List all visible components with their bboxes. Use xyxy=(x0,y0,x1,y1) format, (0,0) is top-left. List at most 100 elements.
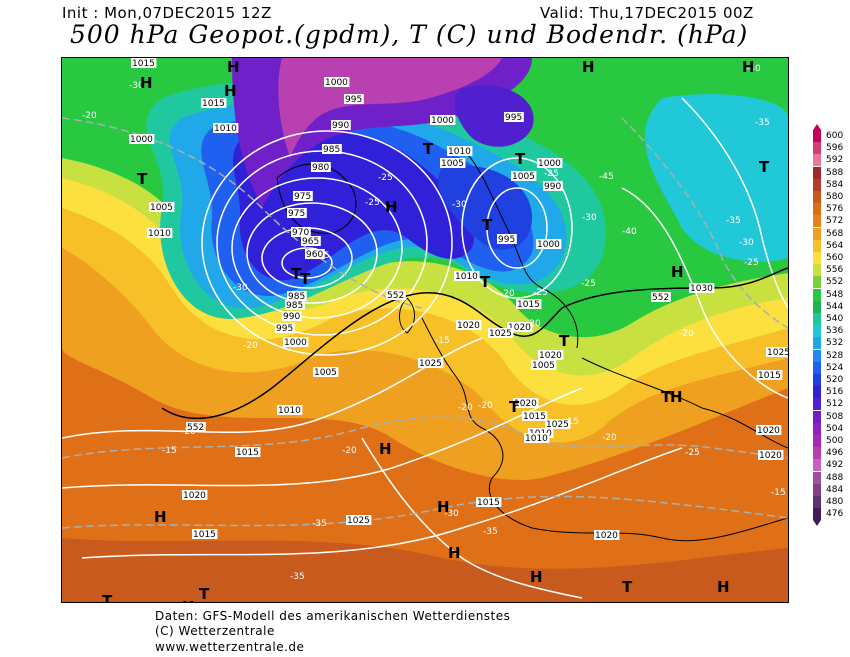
pressure-label: 1020 xyxy=(514,399,537,409)
pressure-label-box xyxy=(192,529,218,539)
legend-label: 488 xyxy=(826,472,844,483)
pressure-label: 985 xyxy=(286,301,303,311)
legend-swatch xyxy=(813,203,821,216)
legend-row: 548 xyxy=(810,288,850,301)
legend-label: 484 xyxy=(826,484,844,495)
legend-swatch xyxy=(813,374,821,386)
pressure-label-box xyxy=(275,323,295,333)
pressure-label: 1025 xyxy=(546,420,569,430)
temperature-label: -15 xyxy=(435,336,450,346)
pressure-label: 1015 xyxy=(523,412,546,422)
pressure-label-box xyxy=(488,328,514,338)
legend-swatch xyxy=(813,166,821,179)
isoline-552-label: 552 xyxy=(652,293,669,303)
legend-swatch xyxy=(813,264,821,277)
low-pressure-marker: T xyxy=(622,578,633,596)
temperature-label: -25 xyxy=(685,448,700,458)
legend-swatch xyxy=(813,410,821,423)
pressure-label: 975 xyxy=(294,192,311,202)
pressure-label: 1025 xyxy=(767,348,788,358)
pressure-label-box xyxy=(545,419,571,429)
temperature-label: -35 xyxy=(755,118,770,128)
pressure-label-box xyxy=(511,171,537,181)
high-pressure-marker: H xyxy=(379,440,392,458)
temperature-label: -20 xyxy=(500,289,515,299)
pressure-label: 980 xyxy=(312,163,329,173)
pressure-label: 1015 xyxy=(236,448,259,458)
low-pressure-marker: T xyxy=(515,150,526,168)
legend-label: 588 xyxy=(826,167,844,178)
pressure-label: 1010 xyxy=(278,406,301,416)
low-pressure-marker: T xyxy=(102,592,113,602)
pressure-label-box xyxy=(504,112,524,122)
pressure-label: 990 xyxy=(332,121,349,131)
temperature-label: -20 xyxy=(602,433,617,443)
pressure-label: 1000 xyxy=(130,135,153,145)
pressure-label: 985 xyxy=(323,145,340,155)
temperature-label: -25 xyxy=(581,279,596,289)
legend-swatch xyxy=(813,276,821,289)
legend-row: 588 xyxy=(810,166,850,179)
legend-row: 552 xyxy=(810,276,850,289)
pressure-label-box xyxy=(538,350,564,360)
low-pressure-marker: T xyxy=(300,270,311,288)
pressure-label: 995 xyxy=(505,113,522,123)
legend-swatch xyxy=(813,398,821,411)
pressure-label: 1000 xyxy=(538,159,561,169)
legend-swatch xyxy=(813,154,821,167)
footer-website[interactable]: www.wetterzentrale.de xyxy=(155,640,305,654)
legend-row: 512 xyxy=(810,398,850,411)
map-title: 500 hPa Geopot.(gpdm), T (C) und Bodendr… xyxy=(70,20,749,49)
pressure-label: 1005 xyxy=(512,172,535,182)
pressure-label-box xyxy=(283,337,309,347)
pressure-label: 965 xyxy=(302,237,319,247)
legend-row: 564 xyxy=(810,239,850,252)
band-512-b xyxy=(454,85,534,147)
legend-row: 476 xyxy=(810,508,850,521)
legend-swatch xyxy=(813,337,821,350)
legend-label: 596 xyxy=(826,143,844,154)
legend-swatch xyxy=(813,349,821,362)
legend-row: 528 xyxy=(810,349,850,362)
pressure-label: 995 xyxy=(498,235,515,245)
legend-label: 568 xyxy=(826,228,844,239)
pressure-label: 1000 xyxy=(537,240,560,250)
legend-row: 504 xyxy=(810,422,850,435)
temperature-label: -25 xyxy=(378,173,393,183)
pressure-label: 995 xyxy=(276,324,293,334)
legend-row: 500 xyxy=(810,435,850,447)
legend-swatch xyxy=(813,130,821,142)
legend-row: 544 xyxy=(810,300,850,313)
pressure-label: 1030 xyxy=(690,284,713,294)
label-layer: -30 -20 -30 -25 -25 -25 -30 -30 -25 -30 -25 -20 -25 -… xyxy=(82,58,788,602)
pressure-label-box xyxy=(235,447,261,457)
legend-swatch xyxy=(813,239,821,252)
low-pressure-marker: T xyxy=(423,140,434,158)
pressure-label-box xyxy=(507,322,533,332)
pressure-label: 1010 xyxy=(455,272,478,282)
temperature-label: -20 xyxy=(82,111,97,121)
pressure-label-box xyxy=(531,360,557,370)
pressure-label: 1010 xyxy=(148,229,171,239)
pressure-label-box xyxy=(440,158,466,168)
pressure-label-box xyxy=(536,239,562,249)
legend-swatch xyxy=(813,288,821,301)
pressure-label-box xyxy=(497,234,517,244)
footer-copyright: (C) Wetterzentrale xyxy=(155,624,275,638)
legend-swatch xyxy=(813,422,821,435)
legend-row: 480 xyxy=(810,496,850,508)
pressure-label: 975 xyxy=(288,209,305,219)
legend-row: 568 xyxy=(810,227,850,240)
legend-label: 572 xyxy=(826,216,844,227)
legend-swatch xyxy=(813,496,821,508)
temperature-label: -30 xyxy=(129,81,144,91)
high-pressure-marker: H xyxy=(182,598,195,602)
legend-swatch xyxy=(813,313,821,325)
temperature-label: -25 xyxy=(365,198,380,208)
legend-row: 600 xyxy=(810,130,850,142)
pressure-label: 990 xyxy=(283,312,300,322)
temperature-label: -45 xyxy=(599,172,614,182)
legend-row: 520 xyxy=(810,374,850,386)
legend-label: 528 xyxy=(826,350,844,361)
pressure-label-box xyxy=(594,530,620,540)
